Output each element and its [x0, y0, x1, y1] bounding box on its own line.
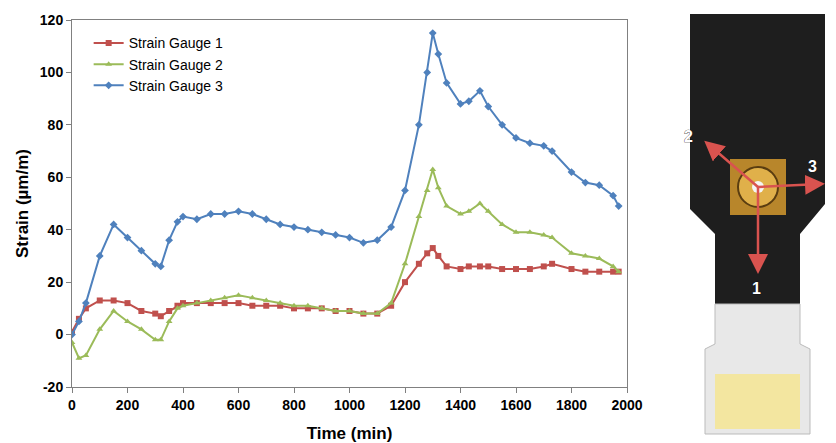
svg-text:Time (min): Time (min) — [307, 424, 393, 443]
svg-text:40: 40 — [48, 222, 64, 238]
svg-text:3: 3 — [808, 158, 817, 175]
svg-text:80: 80 — [48, 117, 64, 133]
svg-text:-20: -20 — [43, 379, 63, 395]
svg-text:2000: 2000 — [611, 397, 642, 413]
svg-text:800: 800 — [282, 397, 306, 413]
svg-text:1: 1 — [752, 280, 761, 297]
svg-text:100: 100 — [40, 64, 64, 80]
svg-text:1200: 1200 — [389, 397, 420, 413]
svg-text:0: 0 — [68, 397, 76, 413]
svg-text:20: 20 — [48, 274, 64, 290]
svg-text:Strain Gauge 2: Strain Gauge 2 — [129, 57, 223, 73]
svg-text:120: 120 — [40, 12, 64, 28]
svg-text:0: 0 — [55, 326, 63, 342]
svg-text:1000: 1000 — [334, 397, 365, 413]
svg-text:Strain Gauge 1: Strain Gauge 1 — [129, 35, 223, 51]
svg-text:2: 2 — [684, 128, 693, 145]
svg-text:1600: 1600 — [500, 397, 531, 413]
svg-text:200: 200 — [116, 397, 140, 413]
svg-text:60: 60 — [48, 169, 64, 185]
svg-text:Strain Gauge 3: Strain Gauge 3 — [129, 78, 223, 94]
svg-text:Strain (µm/m): Strain (µm/m) — [13, 149, 32, 258]
svg-text:1400: 1400 — [445, 397, 476, 413]
svg-text:400: 400 — [171, 397, 195, 413]
svg-text:600: 600 — [227, 397, 251, 413]
svg-text:1800: 1800 — [556, 397, 587, 413]
